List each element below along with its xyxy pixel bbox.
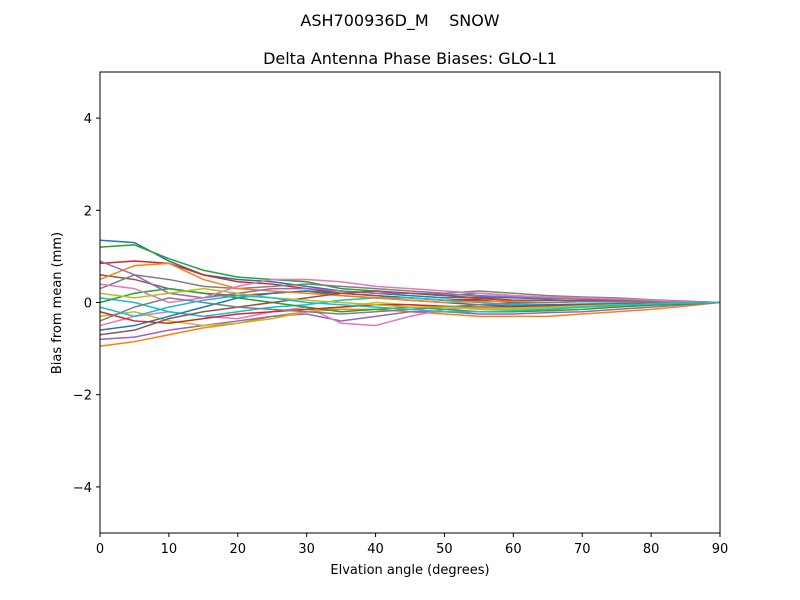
x-tick-label: 90: [712, 542, 729, 557]
y-tick-label: −2: [73, 389, 92, 404]
x-tick-label: 40: [367, 542, 384, 557]
x-tick-label: 60: [505, 542, 522, 557]
y-tick-label: −4: [73, 481, 92, 496]
series-line: [99, 278, 721, 304]
y-axis-label: Bias from mean (mm): [50, 232, 65, 374]
y-tick-label: 4: [84, 112, 92, 127]
x-tick-label: 50: [436, 542, 453, 557]
plot-area: [99, 239, 721, 348]
series-line: [99, 301, 721, 341]
x-tick-label: 30: [298, 542, 315, 557]
y-tick-label: 0: [84, 297, 92, 312]
x-tick-label: 20: [230, 542, 247, 557]
y-tick-label: 2: [84, 204, 92, 219]
x-tick-label: 10: [161, 542, 178, 557]
x-tick-label: 80: [643, 542, 660, 557]
suptitle: ASH700936D_M SNOW: [300, 11, 499, 31]
series-line: [99, 294, 721, 318]
chart-title: Delta Antenna Phase Biases: GLO-L1: [263, 49, 557, 68]
x-tick-label: 70: [574, 542, 591, 557]
x-axis-label: Elvation angle (degrees): [330, 563, 489, 578]
x-tick-label: 0: [96, 542, 104, 557]
series-line: [99, 274, 721, 304]
